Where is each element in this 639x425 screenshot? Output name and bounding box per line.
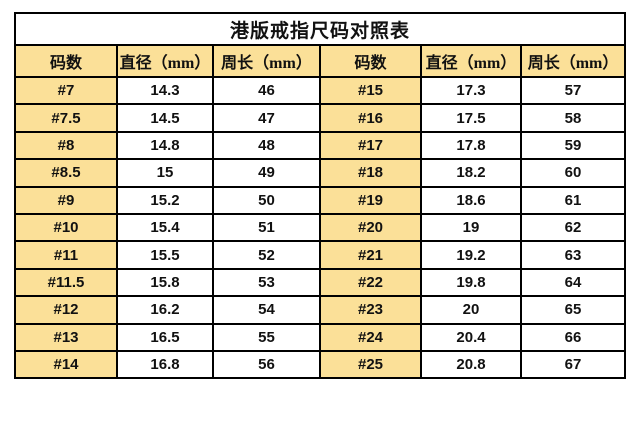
diameter-cell: 19.2 <box>420 240 522 270</box>
size-cell: #7.5 <box>14 103 118 133</box>
diameter-cell: 15.8 <box>116 267 214 298</box>
header-circumference-left: 周长（mm） <box>212 44 321 78</box>
size-cell: #15 <box>319 75 422 106</box>
diameter-cell: 19.8 <box>420 267 522 298</box>
circumference-cell: 63 <box>519 240 627 270</box>
diameter-cell: 15 <box>116 158 214 188</box>
diameter-cell: 20 <box>420 295 522 325</box>
circumference-cell: 48 <box>212 130 321 161</box>
diameter-cell: 20.8 <box>420 349 522 380</box>
diameter-cell: 14.3 <box>116 75 214 106</box>
circumference-cell: 49 <box>212 158 321 188</box>
ring-size-table: 港版戒指尺码对照表 码数 直径（mm） 周长（mm） 码数 直径（mm） 周长（… <box>13 12 627 380</box>
size-cell: #12 <box>14 295 118 325</box>
title-row: 港版戒指尺码对照表 <box>13 12 627 46</box>
size-cell: #17 <box>319 130 422 161</box>
table-row: #8.5 15 49 #18 18.2 60 <box>14 158 627 188</box>
size-cell: #18 <box>319 158 422 188</box>
diameter-cell: 18.6 <box>420 185 522 215</box>
circumference-cell: 50 <box>212 185 321 215</box>
circumference-cell: 54 <box>212 295 321 325</box>
size-cell: #24 <box>319 322 422 352</box>
size-cell: #13 <box>14 322 118 352</box>
circumference-cell: 60 <box>519 158 627 188</box>
size-cell: #16 <box>319 103 422 133</box>
table-title: 港版戒指尺码对照表 <box>13 12 627 46</box>
size-cell: #20 <box>319 212 422 243</box>
diameter-cell: 14.8 <box>116 130 214 161</box>
circumference-cell: 57 <box>519 75 627 106</box>
table-row: #14 16.8 56 #25 20.8 67 <box>14 349 627 380</box>
diameter-cell: 17.3 <box>420 75 522 106</box>
diameter-cell: 16.8 <box>116 349 214 380</box>
table-row: #9 15.2 50 #19 18.6 61 <box>14 185 627 215</box>
header-size-right: 码数 <box>319 44 422 78</box>
table-row: #13 16.5 55 #24 20.4 66 <box>14 322 627 352</box>
diameter-cell: 14.5 <box>116 103 214 133</box>
circumference-cell: 53 <box>212 267 321 298</box>
diameter-cell: 15.4 <box>116 212 214 243</box>
diameter-cell: 17.8 <box>420 130 522 161</box>
size-cell: #9 <box>14 185 118 215</box>
circumference-cell: 51 <box>212 212 321 243</box>
size-cell: #23 <box>319 295 422 325</box>
table-row: #7.5 14.5 47 #16 17.5 58 <box>14 103 627 133</box>
header-diameter-left: 直径（mm） <box>116 44 214 78</box>
size-cell: #8.5 <box>14 158 118 188</box>
circumference-cell: 67 <box>519 349 627 380</box>
size-cell: #21 <box>319 240 422 270</box>
size-cell: #19 <box>319 185 422 215</box>
circumference-cell: 59 <box>519 130 627 161</box>
size-cell: #25 <box>319 349 422 380</box>
circumference-cell: 55 <box>212 322 321 352</box>
circumference-cell: 61 <box>519 185 627 215</box>
table-body: #7 14.3 46 #15 17.3 57 #7.5 14.5 47 #16 17.5 58 #8 14… <box>14 75 627 380</box>
table-row: #7 14.3 46 #15 17.3 57 <box>14 75 627 106</box>
header-row: 码数 直径（mm） 周长（mm） 码数 直径（mm） 周长（mm） <box>14 44 627 78</box>
size-cell: #11 <box>14 240 118 270</box>
diameter-cell: 20.4 <box>420 322 522 352</box>
table-row: #11.5 15.8 53 #22 19.8 64 <box>14 267 627 298</box>
size-cell: #8 <box>14 130 118 161</box>
circumference-cell: 52 <box>212 240 321 270</box>
header-circumference-right: 周长（mm） <box>519 44 627 78</box>
table-row: #10 15.4 51 #20 19 62 <box>14 212 627 243</box>
diameter-cell: 18.2 <box>420 158 522 188</box>
diameter-cell: 17.5 <box>420 103 522 133</box>
diameter-cell: 16.5 <box>116 322 214 352</box>
size-cell: #10 <box>14 212 118 243</box>
circumference-cell: 46 <box>212 75 321 106</box>
circumference-cell: 64 <box>519 267 627 298</box>
circumference-cell: 56 <box>212 349 321 380</box>
size-cell: #11.5 <box>14 267 118 298</box>
circumference-cell: 62 <box>519 212 627 243</box>
circumference-cell: 66 <box>519 322 627 352</box>
table-row: #11 15.5 52 #21 19.2 63 <box>14 240 627 270</box>
circumference-cell: 58 <box>519 103 627 133</box>
table-row: #8 14.8 48 #17 17.8 59 <box>14 130 627 161</box>
circumference-cell: 65 <box>519 295 627 325</box>
diameter-cell: 16.2 <box>116 295 214 325</box>
size-cell: #22 <box>319 267 422 298</box>
size-cell: #7 <box>14 75 118 106</box>
circumference-cell: 47 <box>212 103 321 133</box>
table-row: #12 16.2 54 #23 20 65 <box>14 295 627 325</box>
header-diameter-right: 直径（mm） <box>420 44 522 78</box>
size-cell: #14 <box>14 349 118 380</box>
diameter-cell: 15.2 <box>116 185 214 215</box>
diameter-cell: 15.5 <box>116 240 214 270</box>
header-size-left: 码数 <box>14 44 118 78</box>
diameter-cell: 19 <box>420 212 522 243</box>
